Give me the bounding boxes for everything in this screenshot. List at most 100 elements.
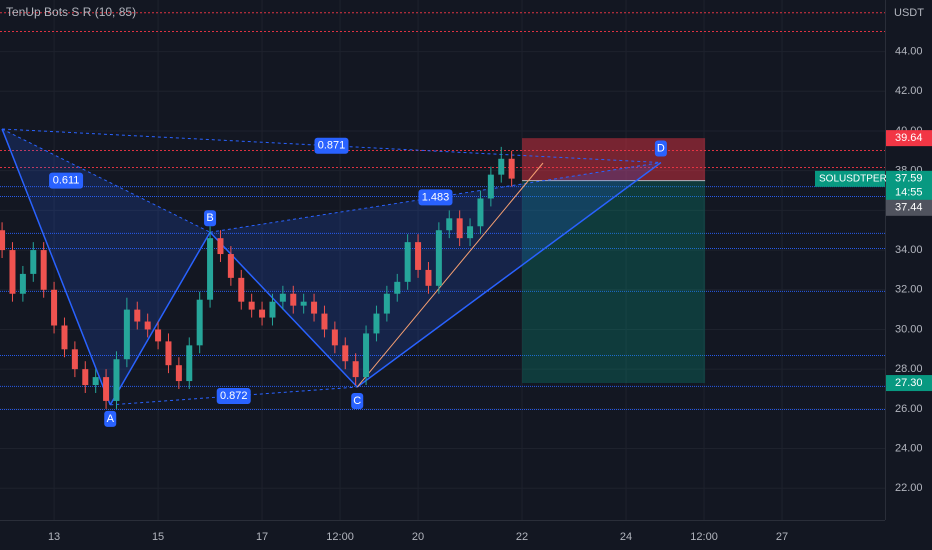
- x-tick-label: 12:00: [690, 531, 718, 543]
- candle-body: [175, 365, 182, 382]
- candle-body: [508, 158, 515, 179]
- target-price-label-box: [886, 375, 932, 392]
- point-label: D: [657, 142, 665, 154]
- ratio-label: 0.611: [53, 175, 80, 187]
- candle-body: [290, 293, 297, 306]
- candle-body: [446, 218, 453, 231]
- candle-body: [113, 359, 120, 401]
- candle-body: [217, 238, 224, 255]
- candle-body: [321, 313, 328, 330]
- currency: USDT: [894, 7, 924, 19]
- target-zone: [522, 180, 706, 384]
- indicator-title: TenUp Bots S R (10, 85): [6, 5, 136, 19]
- x-tick-label: 15: [152, 531, 164, 543]
- candle-body: [300, 301, 307, 306]
- x-tick-label: 22: [516, 531, 528, 543]
- candle-body: [467, 226, 474, 239]
- trend-line: [356, 162, 544, 388]
- y-tick-label: 22.00: [895, 482, 923, 494]
- last-price-label: 37.59: [895, 173, 923, 185]
- candle-body: [196, 299, 203, 346]
- candle-body: [51, 289, 58, 326]
- candle-body: [155, 329, 162, 342]
- countdown-label: 14:55: [895, 187, 923, 199]
- y-tick-label: 30.00: [895, 323, 923, 335]
- point-label: B: [206, 212, 213, 224]
- pattern-leg: [2, 128, 661, 164]
- y-tick-label: 24.00: [895, 442, 923, 454]
- point-box: [654, 140, 667, 157]
- symbol-box: [815, 170, 885, 187]
- candle-body: [456, 218, 463, 239]
- candle-body: [186, 345, 193, 382]
- candle-body: [259, 309, 266, 318]
- y-tick-label: 44.00: [895, 46, 923, 58]
- x-tick-label: 13: [48, 531, 60, 543]
- bid-label: 37.44: [895, 202, 923, 214]
- pattern-leg: [209, 231, 358, 388]
- ratio-box: [418, 189, 453, 206]
- candle-body: [0, 230, 6, 251]
- x-tick-label: 17: [256, 531, 268, 543]
- candle-body: [477, 198, 484, 227]
- bid-box: [886, 199, 932, 216]
- candle-body: [103, 377, 110, 401]
- candle-body: [363, 333, 370, 378]
- candle-body: [238, 277, 245, 302]
- candle-body: [82, 369, 89, 386]
- candle-body: [383, 293, 390, 314]
- y-tick-label: 32.00: [895, 284, 923, 296]
- point-label: C: [353, 395, 361, 407]
- candle-body: [311, 301, 318, 314]
- candle-body: [134, 309, 141, 322]
- candle-body: [9, 250, 16, 294]
- ratio-label: 1.483: [422, 191, 450, 203]
- candle-body: [40, 250, 47, 290]
- candle-body: [269, 301, 276, 318]
- symbol-label: SOLUSDTPERP: [819, 173, 894, 184]
- candle-body: [207, 238, 214, 300]
- point-box: [104, 410, 117, 427]
- candle-body: [352, 361, 359, 378]
- ratio-box: [49, 172, 84, 189]
- pattern-leg: [109, 231, 211, 406]
- candle-body: [404, 242, 411, 282]
- candle-body: [342, 345, 349, 362]
- point-label: A: [107, 413, 115, 425]
- point-box: [351, 393, 364, 410]
- candle-body: [92, 377, 99, 386]
- candle-body: [373, 313, 380, 334]
- stop-zone: [522, 138, 706, 181]
- candle-body: [498, 158, 505, 175]
- candle-body: [415, 242, 422, 270]
- pattern-xab: [2, 129, 211, 405]
- candle-body: [227, 254, 234, 278]
- candle-body: [248, 301, 255, 310]
- stop-price-label: 39.64: [895, 132, 923, 144]
- ratio-box: [314, 137, 349, 154]
- x-tick-label: 20: [412, 531, 424, 543]
- x-tick-label: 12:00: [326, 531, 354, 543]
- candle-body: [435, 230, 442, 286]
- candle-body: [30, 250, 37, 274]
- y-tick-label: 26.00: [895, 403, 923, 415]
- candle-body: [165, 341, 172, 366]
- pattern-leg: [110, 386, 358, 406]
- candle-body: [394, 281, 401, 294]
- stop-price-label-box: [886, 130, 932, 147]
- pattern-bcd: [210, 162, 661, 388]
- candle-body: [144, 321, 151, 330]
- candle-body: [123, 309, 130, 360]
- ratio-box: [216, 387, 251, 404]
- candle-body: [279, 293, 286, 302]
- target-price-label: 27.30: [895, 377, 923, 389]
- candle-body: [19, 273, 26, 294]
- candle-body: [71, 349, 78, 370]
- y-tick-label: 42.00: [895, 85, 923, 97]
- point-box: [204, 210, 217, 227]
- ratio-label: 0.872: [220, 390, 248, 402]
- candle-body: [61, 325, 68, 350]
- x-tick-label: 24: [620, 531, 632, 543]
- pattern-leg: [1, 128, 111, 406]
